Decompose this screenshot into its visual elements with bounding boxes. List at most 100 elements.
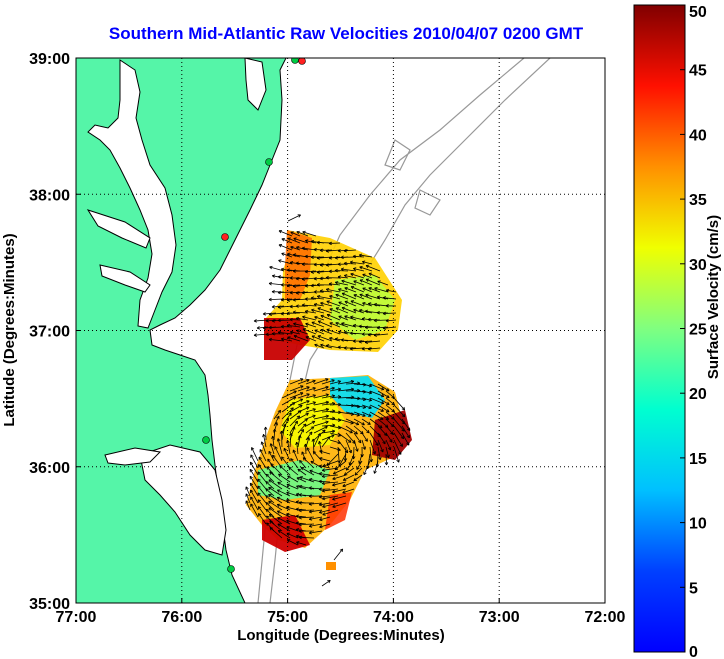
colorbar-gradient [633,4,686,653]
velocity-vector [319,523,331,529]
velocity-vector [297,400,310,406]
velocity-vector [361,425,370,434]
velocity-vector [329,387,342,392]
velocity-vector [298,515,315,520]
velocity-vector [298,529,315,533]
velocity-vector [281,424,287,441]
velocity-vector [314,343,325,349]
velocity-vector [342,481,355,488]
velocity-vector [322,495,339,501]
velocity-vector [249,461,259,476]
velocity-vector [305,394,316,399]
velocity-vector [377,390,390,399]
colorbar-tick-label: 10 [689,516,707,533]
velocity-vector [257,506,267,518]
velocity-vector [308,502,323,506]
velocity-vector [319,289,333,293]
velocity-vector [358,339,373,344]
velocity-vector [260,441,267,455]
velocity-vector [326,313,341,321]
velocity-vector [376,310,389,315]
velocity-vector [297,428,304,441]
velocity-vector [297,418,308,427]
velocity-vector [319,248,333,253]
velocity-vector [269,471,283,483]
velocity-vector [332,474,347,481]
velocity-vector [393,446,400,463]
velocity-vector [358,324,373,329]
velocity-vector [322,502,339,509]
velocity-vector [293,322,309,328]
velocity-vector [257,464,267,476]
velocity-vector [308,523,323,528]
velocity-vector [329,308,341,314]
velocity-vector [271,305,285,309]
heat-patch-small [326,562,336,570]
velocity-vector [369,439,376,455]
velocity-vector [277,275,293,279]
velocity-vector [278,259,293,265]
velocity-vector [354,467,363,476]
velocity-vector [290,231,301,237]
velocity-vector [361,383,373,388]
velocity-vector [320,301,333,307]
velocity-vector [268,337,285,342]
velocity-vector [313,378,329,385]
velocity-vector [299,484,315,490]
velocity-vector [373,333,389,337]
velocity-vector [341,279,357,286]
velocity-vector [320,328,333,335]
velocity-vector [361,390,373,395]
velocity-vector [334,268,349,273]
velocity-vector [287,336,301,342]
velocity-vector [305,420,316,427]
velocity-vector [314,315,325,321]
colorbar: 0 5 10 15 20 25 30 35 40 45 50 Surface Velocity (c… [633,4,722,659]
velocity-vector [298,535,315,540]
velocity-vector [296,541,307,546]
velocity-vector [352,339,365,343]
velocity-vector [280,267,293,272]
velocity-vector [268,450,275,462]
velocity-vector [345,439,352,454]
velocity-vector [319,516,331,522]
velocity-vector [304,269,317,274]
station-markers [202,58,306,573]
velocity-vector [338,288,349,293]
velocity-vector [384,453,389,466]
velocity-vector [337,275,349,279]
velocity-vector [292,284,309,288]
velocity-vector [296,477,307,483]
velocity-vector [245,486,251,497]
velocity-vector [268,513,283,525]
velocity-vector [328,282,341,286]
velocity-vector [265,488,275,497]
velocity-vector [382,311,397,316]
velocity-vector [263,426,268,441]
velocity-vector [367,347,381,351]
velocity-vector [316,294,333,300]
river-estuary [86,209,151,249]
velocity-vector [305,414,316,420]
x-tick-label: 74:00 [373,609,414,626]
velocity-vector [362,260,373,265]
velocity-vector [268,479,283,490]
velocity-vector [353,411,366,417]
velocity-vector [265,495,275,504]
velocity-vector [365,278,381,286]
velocity-vector [289,392,304,399]
velocity-vector [361,346,373,351]
delaware-bay [244,58,267,111]
velocity-vector [253,319,269,323]
velocity-vector [342,488,355,494]
velocity-vector [343,346,357,350]
velocity-vector [353,474,363,482]
velocity-vector [257,471,267,483]
velocity-vector [401,418,411,431]
velocity-vector [401,432,410,446]
velocity-vector [276,503,291,511]
velocity-vector [321,481,339,486]
velocity-vector [281,402,296,413]
velocity-vector [297,412,309,420]
velocity-vector [349,260,365,265]
